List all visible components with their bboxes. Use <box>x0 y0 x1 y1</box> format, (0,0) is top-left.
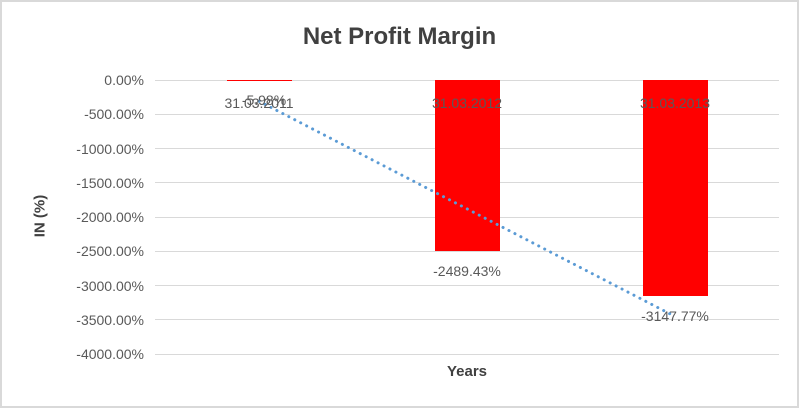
bar-31.03.2013 <box>642 80 708 296</box>
y-axis-tick-label: -2500.00% <box>76 243 144 260</box>
bar-data-label: -5.98% <box>241 92 287 109</box>
x-axis-title: Years <box>446 363 488 380</box>
y-axis-tick-label: -4000.00% <box>76 346 144 362</box>
y-axis-tick-label: -3000.00% <box>76 277 144 294</box>
y-axis-tick-label: -500.00% <box>84 106 144 123</box>
y-axis-tick-label: -1500.00% <box>76 174 144 191</box>
y-axis-tick-label: -2000.00% <box>76 209 144 225</box>
y-axis-tick-label: -3500.00% <box>76 311 144 328</box>
bar-data-label: -3147.77% <box>641 307 709 324</box>
chart-title: Net Profit Margin <box>302 23 497 50</box>
gridline <box>155 319 779 321</box>
x-category-label: 31.03.2012 <box>431 95 503 111</box>
x-category-label: 31.03.2013 <box>639 95 711 111</box>
y-axis-tick-label: -1000.00% <box>76 140 144 157</box>
y-axis-tick-label: 0.00% <box>104 72 144 88</box>
bar-data-label: -2489.43% <box>433 262 501 279</box>
gridline <box>155 353 779 355</box>
x-category-label: 31.03.2011 <box>224 95 294 111</box>
